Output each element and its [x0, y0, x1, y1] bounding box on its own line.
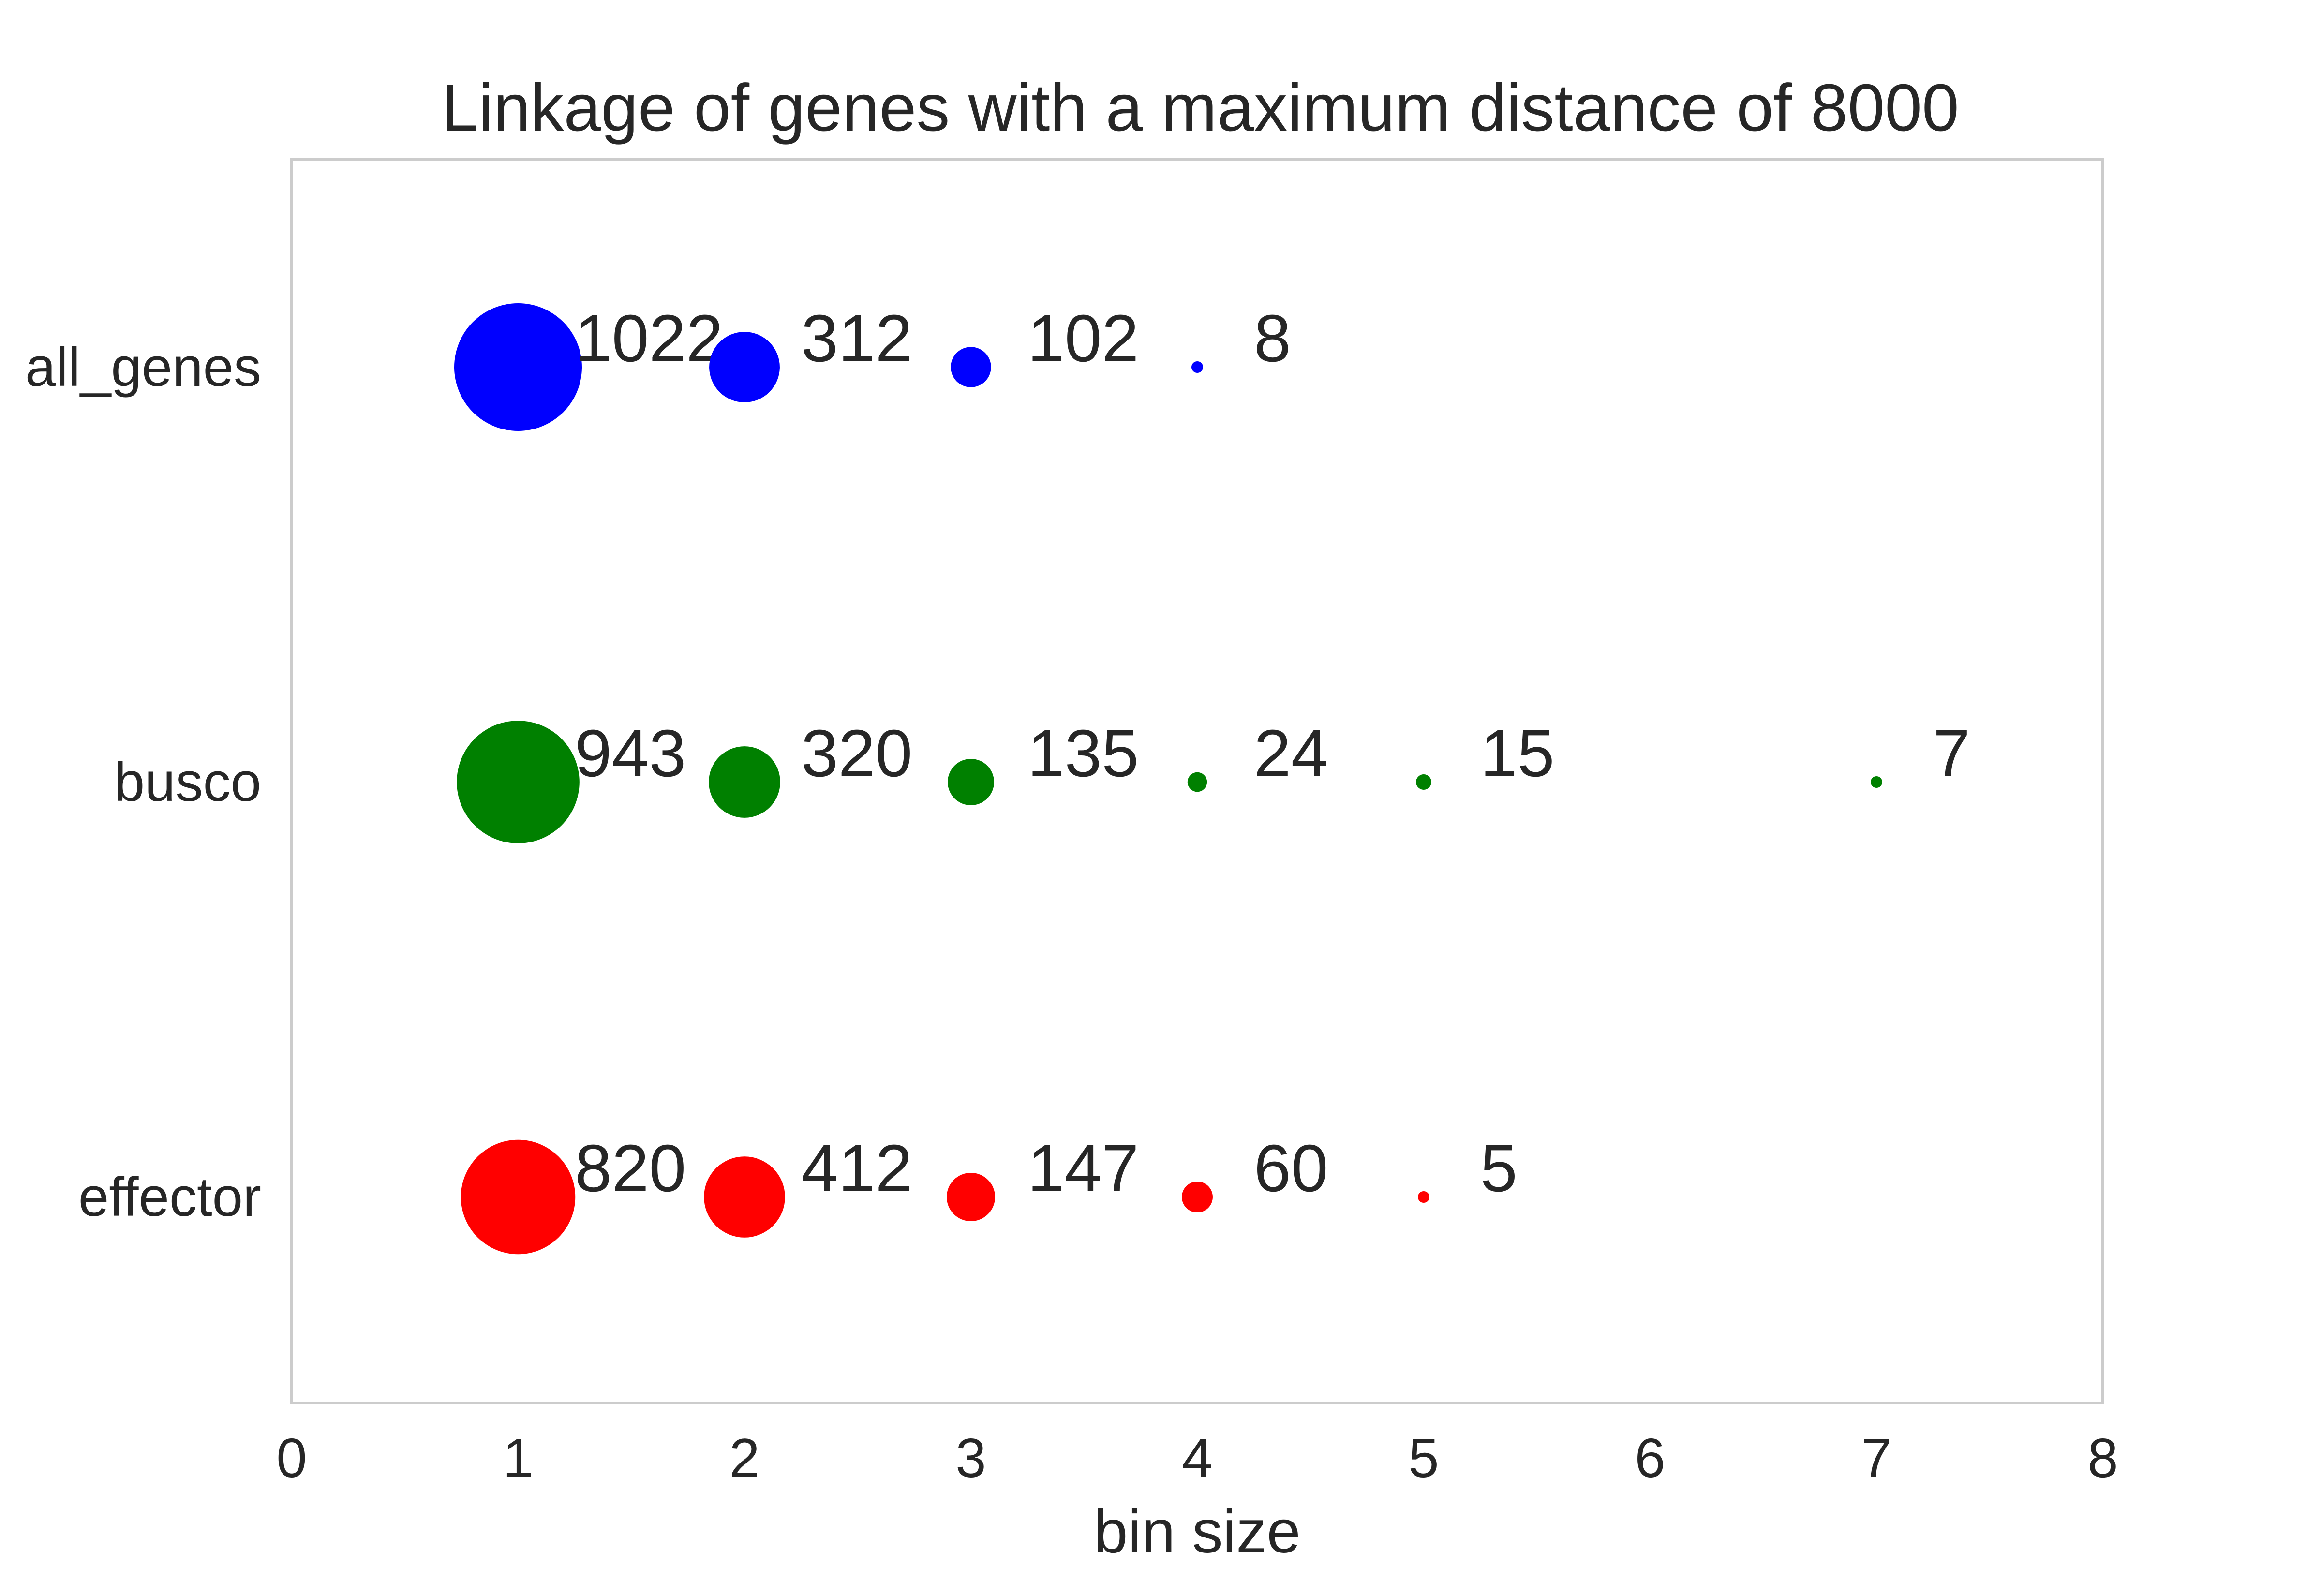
- series-busco: 943 320 135 24 15 7: [457, 716, 1970, 843]
- x-axis-label: bin size: [1094, 1497, 1300, 1566]
- bubble: [946, 1172, 996, 1222]
- data-label: 1022: [575, 301, 723, 376]
- bubble: [1191, 361, 1203, 373]
- bubble: [461, 1139, 576, 1255]
- bubble: [1418, 1191, 1429, 1203]
- x-tick-label: 2: [729, 1428, 759, 1489]
- bubble: [454, 303, 582, 431]
- data-label: 8: [1254, 301, 1291, 376]
- bubble: [704, 1156, 785, 1238]
- data-label: 135: [1027, 716, 1139, 791]
- data-label: 102: [1027, 301, 1139, 376]
- bubble: [709, 332, 780, 402]
- bubble: [1871, 776, 1882, 788]
- data-label: 943: [575, 716, 686, 791]
- data-label: 5: [1480, 1131, 1518, 1206]
- data-label: 60: [1254, 1131, 1328, 1206]
- x-tick-label: 3: [955, 1428, 986, 1489]
- data-label: 412: [801, 1131, 912, 1206]
- x-tick-label: 6: [1635, 1428, 1665, 1489]
- chart-title: Linkage of genes with a maximum distance…: [441, 71, 1959, 145]
- y-tick-label: effector: [78, 1167, 261, 1228]
- bubble: [1416, 774, 1431, 790]
- bubble: [948, 759, 994, 805]
- data-label: 7: [1933, 716, 1970, 791]
- y-tick-label: busco: [114, 752, 261, 813]
- y-tick-label: all_genes: [25, 337, 261, 398]
- bubble: [709, 746, 780, 818]
- plot-marks: 1022 312 102 8 943 320 135 24 15 7 820 412 147 60 5: [454, 301, 1970, 1255]
- bubble: [1187, 772, 1207, 792]
- data-label: 820: [575, 1131, 686, 1206]
- data-label: 24: [1254, 716, 1328, 791]
- x-tick-label: 4: [1182, 1428, 1212, 1489]
- series-effector: 820 412 147 60 5: [461, 1131, 1518, 1255]
- bubble: [457, 721, 580, 843]
- x-tick-label: 0: [276, 1428, 307, 1489]
- x-tick-label: 5: [1408, 1428, 1439, 1489]
- data-label: 147: [1027, 1131, 1139, 1206]
- data-label: 15: [1480, 716, 1555, 791]
- x-axis-ticks: 0 1 2 3 4 5 6 7 8: [276, 1428, 2118, 1489]
- data-label: 320: [801, 716, 912, 791]
- x-tick-label: 8: [2087, 1428, 2118, 1489]
- data-label: 312: [801, 301, 912, 376]
- bubble: [951, 347, 991, 387]
- bubble: [1182, 1182, 1213, 1212]
- x-tick-label: 1: [503, 1428, 533, 1489]
- x-tick-label: 7: [1861, 1428, 1891, 1489]
- plot-frame: [290, 158, 2104, 1404]
- series-all_genes: 1022 312 102 8: [454, 301, 1291, 431]
